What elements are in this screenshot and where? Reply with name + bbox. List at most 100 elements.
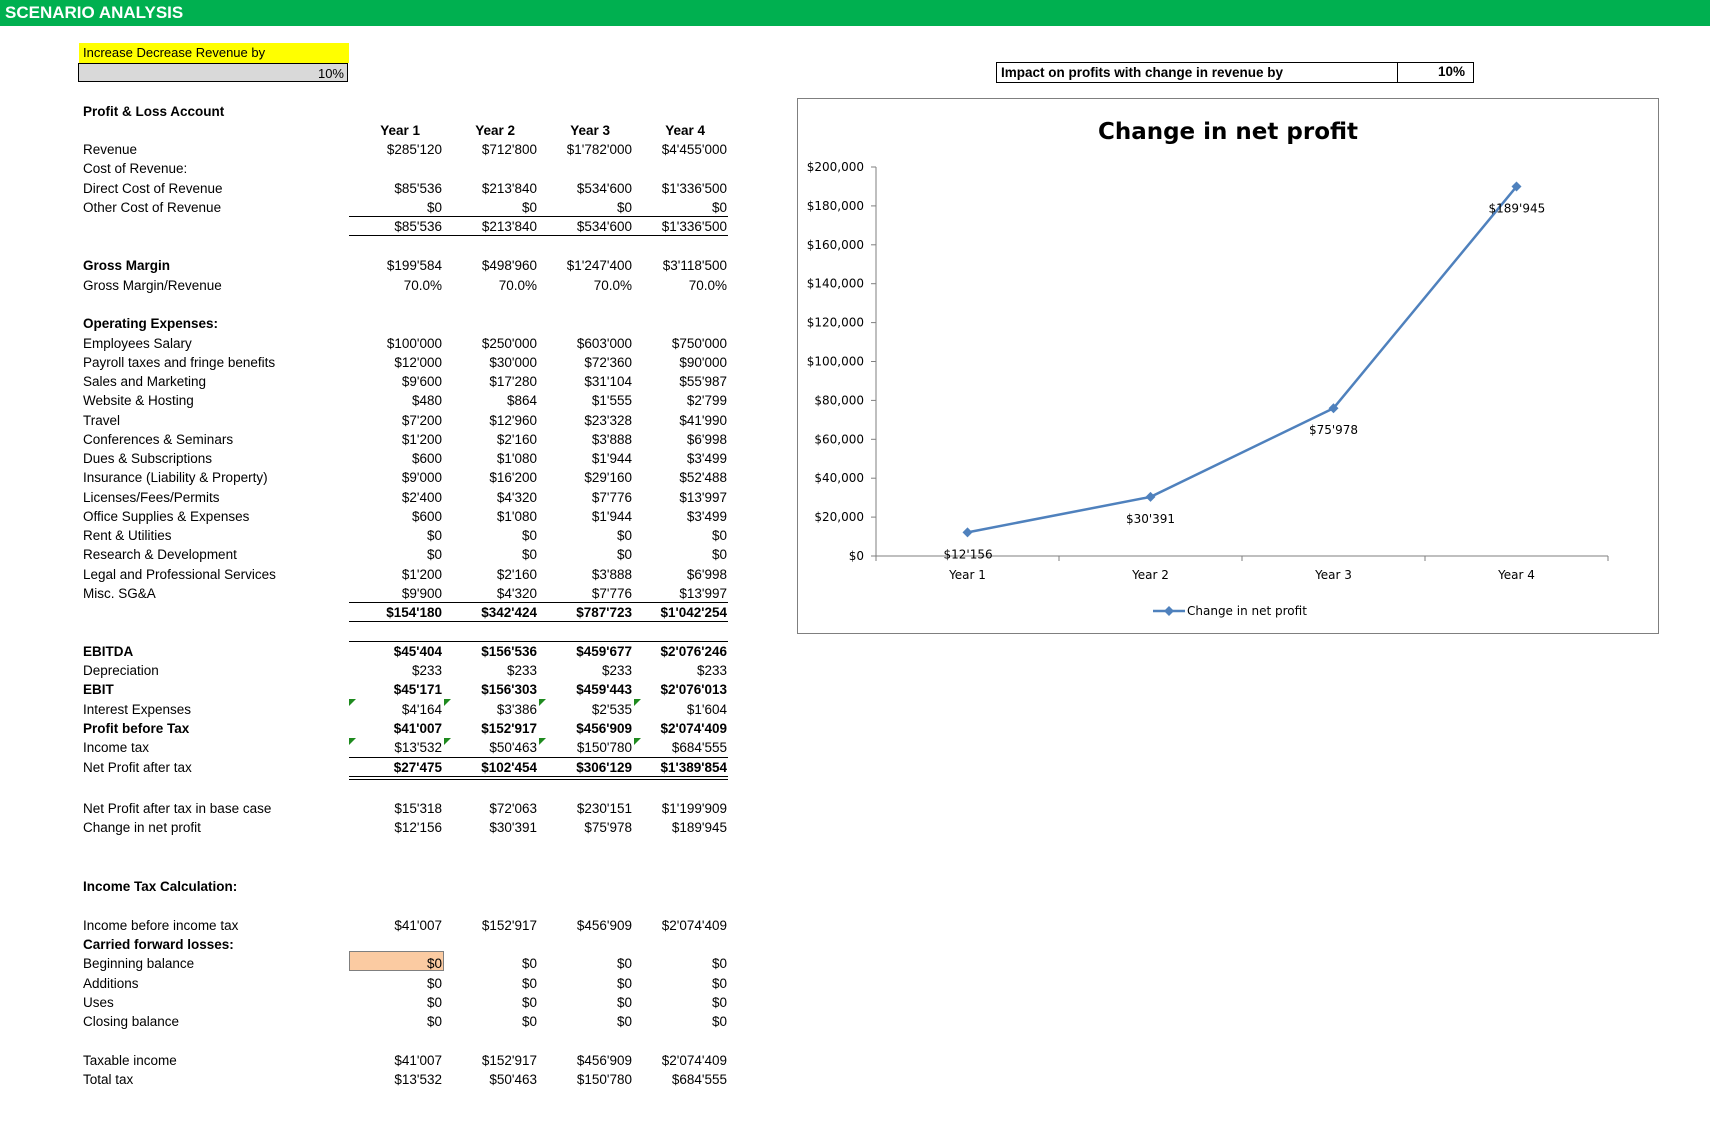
row-value: $3'386 <box>496 702 537 717</box>
row-value: $2'160 <box>496 432 537 447</box>
row-value: $199'584 <box>386 258 442 273</box>
tax-row-value: $684'555 <box>671 1072 727 1087</box>
row-label: Payroll taxes and fringe benefits <box>83 355 276 370</box>
error-indicator-icon[interactable] <box>634 738 641 745</box>
row-value: $90'000 <box>679 355 727 370</box>
series-line <box>967 185 1518 534</box>
row-value: $154'180 <box>386 605 442 620</box>
row-value: $1'336'500 <box>661 181 727 196</box>
tax-row-value: $0 <box>521 995 537 1010</box>
tax-row-value: $456'909 <box>576 918 632 933</box>
row-value: $9'900 <box>401 586 442 601</box>
row-value: $7'776 <box>591 490 632 505</box>
row-value: $1'555 <box>591 393 632 408</box>
row-value: $342'424 <box>481 605 537 620</box>
row-label: Research & Development <box>83 547 237 562</box>
row-value: $41'007 <box>393 721 442 736</box>
sheet-header: SCENARIO ANALYSIS <box>0 0 1710 26</box>
tax-row-label: Carried forward losses: <box>83 937 234 952</box>
impact-label: Impact on profits with change in revenue… <box>1001 65 1284 80</box>
tax-row-value: $2'074'409 <box>661 1053 727 1068</box>
row-value: $45'404 <box>393 644 442 659</box>
row-value: $0 <box>711 547 727 562</box>
row-value: $3'499 <box>686 451 727 466</box>
error-indicator-icon[interactable] <box>444 738 451 745</box>
row-value: $2'160 <box>496 567 537 582</box>
net-profit-chart[interactable]: Change in net profit $0 $20,000 $40,000 $60,… <box>797 98 1659 634</box>
row-value: $156'536 <box>481 644 537 659</box>
tax-row-value: $0 <box>426 995 442 1010</box>
row-value: $1'944 <box>591 451 632 466</box>
error-indicator-icon[interactable] <box>349 699 356 706</box>
data-point <box>962 527 973 538</box>
row-label: Gross Margin <box>83 258 171 273</box>
row-value: $13'997 <box>679 586 727 601</box>
row-value: $456'909 <box>576 721 632 736</box>
data-label: $12'156 <box>944 547 993 561</box>
tax-row-value: $0 <box>711 956 727 971</box>
row-label: Revenue <box>83 142 138 157</box>
tax-row-value: $0 <box>616 976 632 991</box>
row-value: $7'776 <box>591 586 632 601</box>
revenue-change-input[interactable]: 10% <box>78 63 348 82</box>
row-value: $152'917 <box>481 721 537 736</box>
row-label: Other Cost of Revenue <box>83 200 222 215</box>
tax-row-value: $2'074'409 <box>661 918 727 933</box>
y-tick-label: $140,000 <box>807 277 864 291</box>
row-label: Website & Hosting <box>83 393 194 408</box>
impact-value[interactable]: 10% <box>1397 62 1469 83</box>
sheet-title: SCENARIO ANALYSIS <box>5 3 184 22</box>
row-value: $55'987 <box>679 374 727 389</box>
tax-row-value: $41'007 <box>394 918 442 933</box>
row-value: $50'463 <box>489 740 537 755</box>
row-label: Change in net profit <box>83 820 201 835</box>
row-label: Cost of Revenue: <box>83 161 188 176</box>
row-value: $29'160 <box>584 470 632 485</box>
row-label: Profit before Tax <box>83 721 190 736</box>
row-value: $498'960 <box>481 258 537 273</box>
x-tick-label: Year 1 <box>948 568 986 582</box>
tax-row-label: Beginning balance <box>83 956 195 971</box>
row-value: $31'104 <box>584 374 632 389</box>
row-value: $12'156 <box>394 820 442 835</box>
row-value: $17'280 <box>489 374 537 389</box>
row-value: $189'945 <box>671 820 727 835</box>
year-header: Year 2 <box>475 123 515 138</box>
y-tick-label: $80,000 <box>814 393 864 407</box>
row-label: Office Supplies & Expenses <box>83 509 250 524</box>
row-label: Travel <box>83 413 121 428</box>
row-value: $23'328 <box>584 413 632 428</box>
row-label: Sales and Marketing <box>83 374 207 389</box>
row-value: $12'960 <box>489 413 537 428</box>
year-header: Year 4 <box>665 123 705 138</box>
error-indicator-icon[interactable] <box>444 699 451 706</box>
tax-row-value: $152'917 <box>481 1053 537 1068</box>
tax-row-value: $0 <box>616 956 632 971</box>
tax-row-value: $50'463 <box>489 1072 537 1087</box>
row-value: $712'800 <box>481 142 537 157</box>
tax-row-value: $0 <box>426 976 442 991</box>
row-label: Net Profit after tax <box>83 760 192 775</box>
row-value: $6'998 <box>686 567 727 582</box>
error-indicator-icon[interactable] <box>539 699 546 706</box>
selected-cell[interactable] <box>349 951 444 971</box>
error-indicator-icon[interactable] <box>634 699 641 706</box>
row-label: Gross Margin/Revenue <box>83 278 222 293</box>
row-label: Conferences & Seminars <box>83 432 234 447</box>
row-label: Misc. SG&A <box>83 586 156 601</box>
error-indicator-icon[interactable] <box>349 738 356 745</box>
row-value: $0 <box>521 200 537 215</box>
tax-row-value: $13'532 <box>394 1072 442 1087</box>
row-value: $233 <box>696 663 727 678</box>
y-tick-label: $100,000 <box>807 355 864 369</box>
row-value: $3'499 <box>686 509 727 524</box>
tax-row-label: Total tax <box>83 1072 134 1087</box>
row-value: $213'840 <box>481 181 537 196</box>
row-value: $0 <box>426 528 442 543</box>
error-indicator-icon[interactable] <box>539 738 546 745</box>
row-value: $2'076'246 <box>660 644 728 659</box>
row-value: $459'677 <box>576 644 632 659</box>
row-value: $0 <box>426 200 442 215</box>
row-label: Licenses/Fees/Permits <box>83 490 220 505</box>
row-value: $2'535 <box>591 702 632 717</box>
